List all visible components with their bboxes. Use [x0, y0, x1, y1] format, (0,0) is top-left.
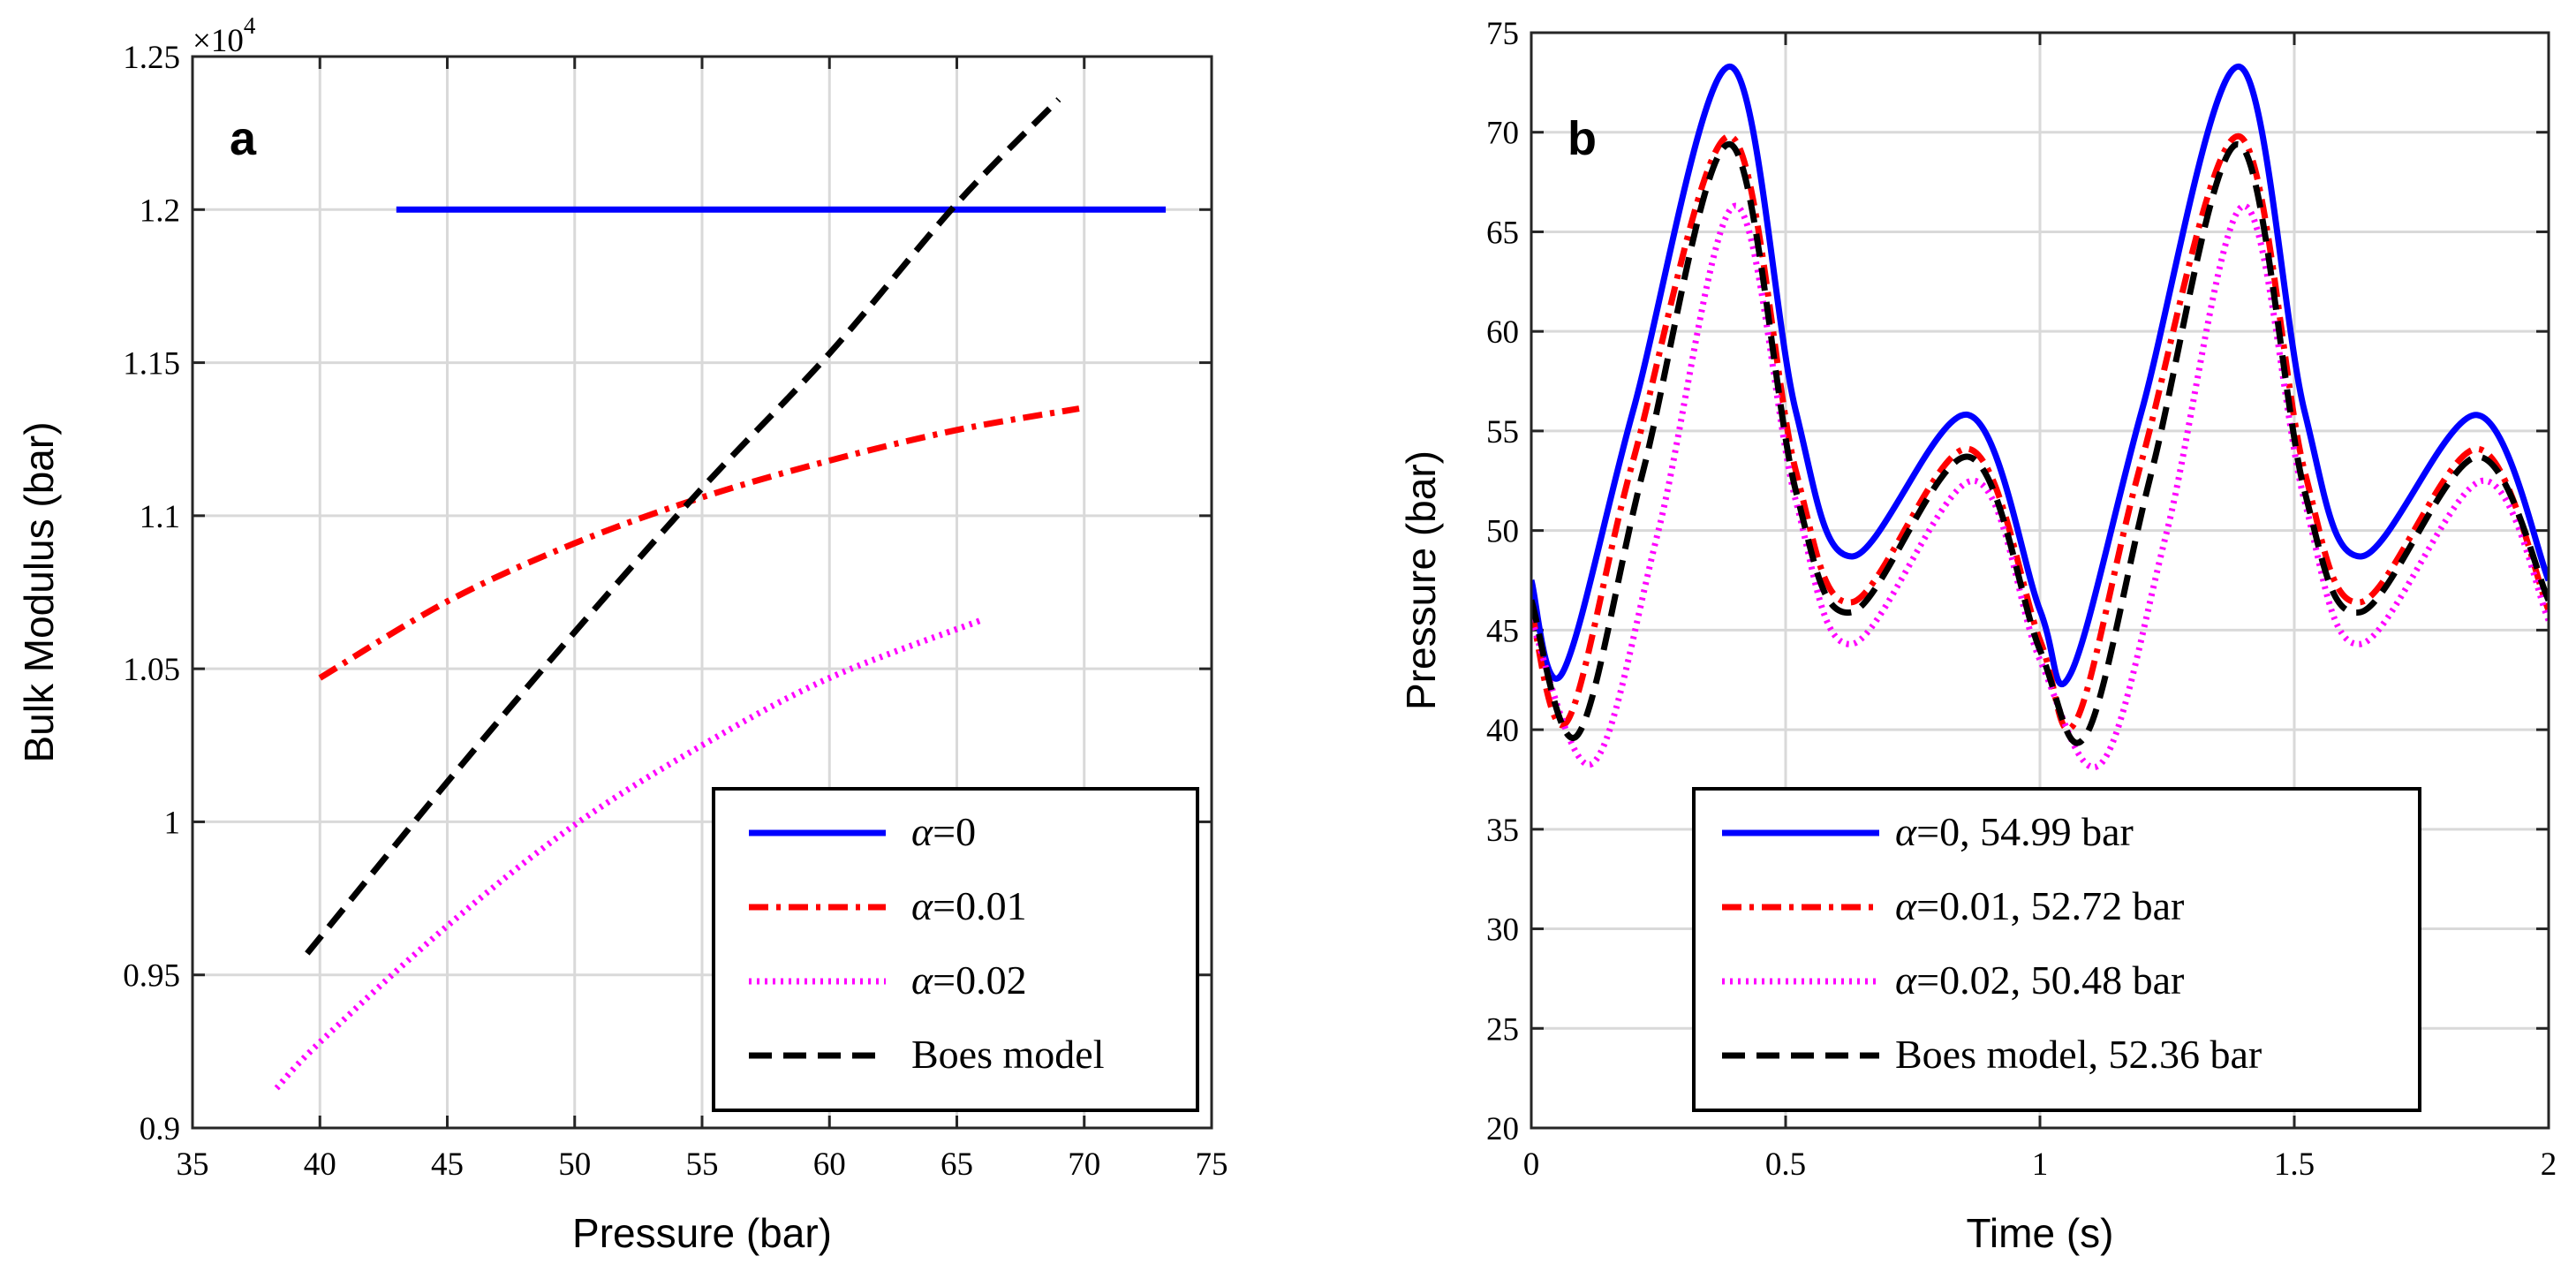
- axes-frame: [191, 55, 1213, 1130]
- legend-greek: α: [911, 957, 933, 1003]
- series-line-0: [1531, 63, 2549, 688]
- x-tick-label: 35: [177, 1147, 209, 1183]
- x-tick-label: 40: [304, 1147, 336, 1183]
- x-tick-label: 2: [2541, 1147, 2557, 1183]
- y-tick-label: 1.1: [140, 499, 180, 535]
- legend-box: [1692, 787, 2421, 1112]
- y-tick-label: 65: [1486, 215, 1519, 251]
- x-tick-label: 1.5: [2274, 1147, 2315, 1183]
- legend-text: =0.02, 50.48 bar: [1916, 957, 2184, 1003]
- legend-greek: α: [1895, 883, 1917, 928]
- axes-frame: [1530, 31, 2550, 1130]
- y-tick-label: 40: [1486, 713, 1519, 749]
- y-tick-label: 1.2: [140, 193, 180, 229]
- legend-entry-2: α=0.02: [911, 957, 1027, 1003]
- x-tick-label: 0.5: [1765, 1147, 1806, 1183]
- y-axis-label: Pressure (bar): [1398, 450, 1444, 710]
- panel-label: b: [1568, 112, 1597, 165]
- legend-greek: α: [1895, 957, 1917, 1003]
- y-tick-label: 1.25: [123, 40, 180, 76]
- x-tick-label: 50: [558, 1147, 591, 1183]
- panel-a: 35 40 45 50 55 60 65 70 75 0.9 0.95 1 1.05 1.1 1.15 1.2…: [16, 12, 1228, 1256]
- legend-text: =0: [933, 809, 976, 854]
- exponent-power: 4: [244, 12, 256, 39]
- legend-entry-3: Boes model, 52.36 bar: [1895, 1032, 2262, 1077]
- legend-greek: α: [1895, 809, 1917, 854]
- legend-text: =0.01, 52.72 bar: [1916, 883, 2184, 928]
- legend-greek: α: [911, 883, 933, 928]
- y-axis-label: Bulk Modulus (bar): [16, 421, 62, 762]
- y-tick-label: 25: [1486, 1011, 1519, 1048]
- y-exponent-label: ×104: [193, 12, 256, 59]
- panel-label: a: [230, 112, 257, 165]
- x-tick-label: 55: [686, 1147, 719, 1183]
- y-tick-label: 50: [1486, 514, 1519, 550]
- legend-entry-0: α=0: [911, 809, 976, 854]
- y-tick-label: 1.15: [123, 346, 180, 382]
- x-tick-label: 1: [2032, 1147, 2049, 1183]
- x-tick-label: 60: [813, 1147, 846, 1183]
- legend-text: Boes model: [911, 1032, 1104, 1077]
- series-line-3: [305, 97, 1061, 956]
- x-tick-label: 70: [1068, 1147, 1100, 1183]
- y-tick-label: 0.9: [140, 1111, 180, 1147]
- series-group: [1531, 63, 2549, 770]
- x-tick-label: 65: [941, 1147, 973, 1183]
- series-group: [274, 97, 1167, 1091]
- y-tick-label: 1: [164, 805, 181, 841]
- series-line-3: [1531, 140, 2549, 746]
- legend-entry-3: Boes model: [911, 1032, 1104, 1077]
- y-tick-label: 60: [1486, 314, 1519, 351]
- legend-entry-1: α=0.01, 52.72 bar: [1895, 883, 2184, 928]
- series-line-1: [318, 405, 1080, 681]
- legend-entry-1: α=0.01: [911, 883, 1027, 928]
- y-tick-label: 20: [1486, 1111, 1519, 1147]
- legend-greek: α: [911, 809, 933, 854]
- y-tick-label: 75: [1486, 16, 1519, 52]
- y-tick-label: 30: [1486, 912, 1519, 949]
- legend-entry-0: α=0, 54.99 bar: [1895, 809, 2134, 854]
- x-axis-label: Pressure (bar): [572, 1210, 832, 1256]
- y-tick-label: 70: [1486, 116, 1519, 152]
- x-axis-label: Time (s): [1967, 1210, 2114, 1256]
- y-tick-label: 45: [1486, 613, 1519, 649]
- y-tick-label: 1.05: [123, 652, 180, 688]
- series-line-2: [1531, 202, 2549, 770]
- legend-text: =0, 54.99 bar: [1916, 809, 2134, 854]
- x-tick-label: 75: [1196, 1147, 1228, 1183]
- legend-text: =0.01: [933, 883, 1026, 928]
- exponent-base: ×10: [193, 23, 244, 59]
- y-tick-label: 35: [1486, 813, 1519, 849]
- legend-text: Boes model, 52.36 bar: [1895, 1032, 2262, 1077]
- x-tick-label: 45: [431, 1147, 464, 1183]
- panel-b: 0 0.5 1 1.5 2 20 25 30 35 40 45 50 55 60 65 70 75 Time (s…: [1398, 16, 2557, 1256]
- x-tick-label: 0: [1523, 1147, 1540, 1183]
- legend-entry-2: α=0.02, 50.48 bar: [1895, 957, 2184, 1003]
- y-tick-label: 0.95: [123, 958, 180, 995]
- legend-text: =0.02: [933, 957, 1026, 1003]
- series-line-2: [274, 617, 984, 1091]
- series-line-1: [1531, 132, 2549, 732]
- y-tick-label: 55: [1486, 414, 1519, 450]
